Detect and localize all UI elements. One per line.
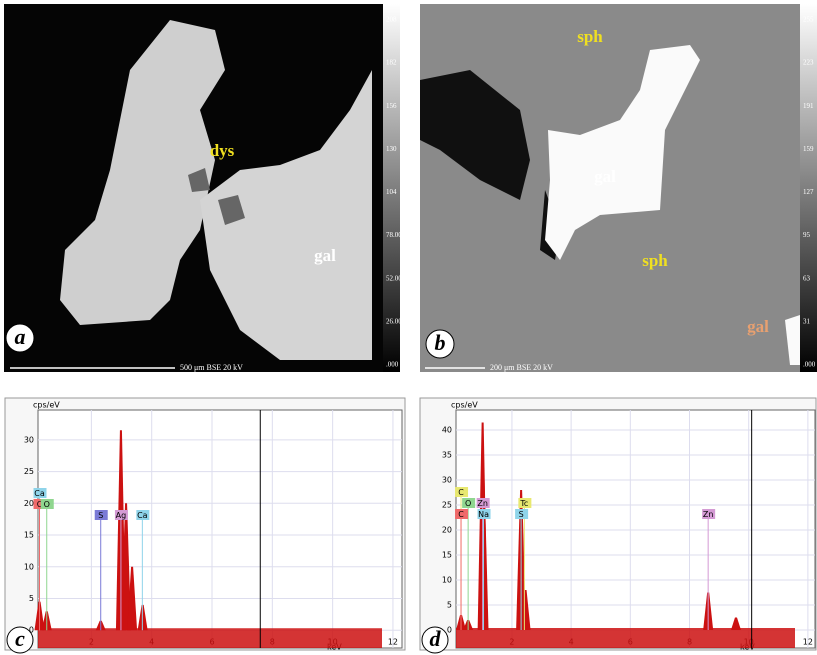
x-tick-label: 12 [388,638,398,647]
element-label: S [519,510,524,519]
mineral-label: gal [594,167,616,186]
scale-text: 200 μm BSE 20 kV [490,363,553,372]
y-tick-label: 5 [447,601,452,610]
figure: dys gal 500 μm BSE 20 kV 208 182 156 130 104 78.… [0,0,817,655]
y-tick-label: 30 [24,435,34,444]
element-label: Ca [34,489,45,498]
y-axis-label: cps/eV [33,401,60,410]
colorbar-label: 31 [803,317,811,325]
mineral-label: sph [642,251,668,270]
colorbar-label: .000 [386,361,399,369]
y-tick-label: 25 [24,467,34,476]
colorbar-label: 63 [803,274,811,282]
element-label: C [458,510,464,519]
panel-letter: a [15,324,26,349]
y-tick-label: 0 [447,626,452,635]
y-tick-label: 35 [442,451,452,460]
y-tick-label: 5 [29,594,34,603]
element-label: Ca [137,511,148,520]
colorbar-label: 191 [803,102,814,110]
y-tick-label: 10 [442,576,452,585]
colorbar-label: 159 [803,145,814,153]
colorbar-label: 52.00 [386,274,402,282]
panel-letter: b [435,330,446,355]
colorbar-label: 78.00 [386,231,402,239]
element-label: Tc [519,499,528,508]
background-noise [456,628,795,648]
y-tick-label: 20 [24,499,34,508]
y-tick-label: 20 [442,526,452,535]
panel-letter: c [15,626,25,651]
colorbar-label: 156 [386,102,397,110]
element-label: S [98,511,103,520]
mineral-label: sph [577,27,603,46]
element-label: C [458,488,464,497]
mineral-label: gal [747,317,769,336]
mineral-label: gal [314,246,336,265]
mineral-label: dys [210,141,235,160]
scale-text: 500 μm BSE 20 kV [180,363,243,372]
element-label: Na [478,510,489,519]
colorbar-label: 208 [386,16,397,24]
colorbar-label: 127 [803,188,814,196]
element-label: Ag [116,511,127,520]
y-tick-label: 10 [24,562,34,571]
panel-letter: d [430,626,442,651]
colorbar-label: .000 [803,361,816,369]
colorbar-label: 26.00 [386,317,402,325]
x-tick-label: 12 [803,638,813,647]
background-noise [38,628,382,648]
y-axis-label: cps/eV [451,401,478,410]
colorbar-label: 182 [386,59,397,67]
plot-area [38,410,402,648]
colorbar-label: 223 [803,59,814,67]
y-tick-label: 30 [442,476,452,485]
element-label: O [44,500,50,509]
plot-area [456,410,815,648]
element-label: O [465,499,471,508]
y-tick-label: 40 [442,426,452,435]
y-tick-label: 15 [24,531,34,540]
y-tick-label: 25 [442,501,452,510]
colorbar-label: 130 [386,145,397,153]
y-tick-label: 15 [442,551,452,560]
colorbar-label: 95 [803,231,811,239]
element-label: Zn [477,499,488,508]
colorbar-label: 104 [386,188,397,196]
colorbar-label: 255 [803,16,814,24]
element-label: Zn [703,510,714,519]
